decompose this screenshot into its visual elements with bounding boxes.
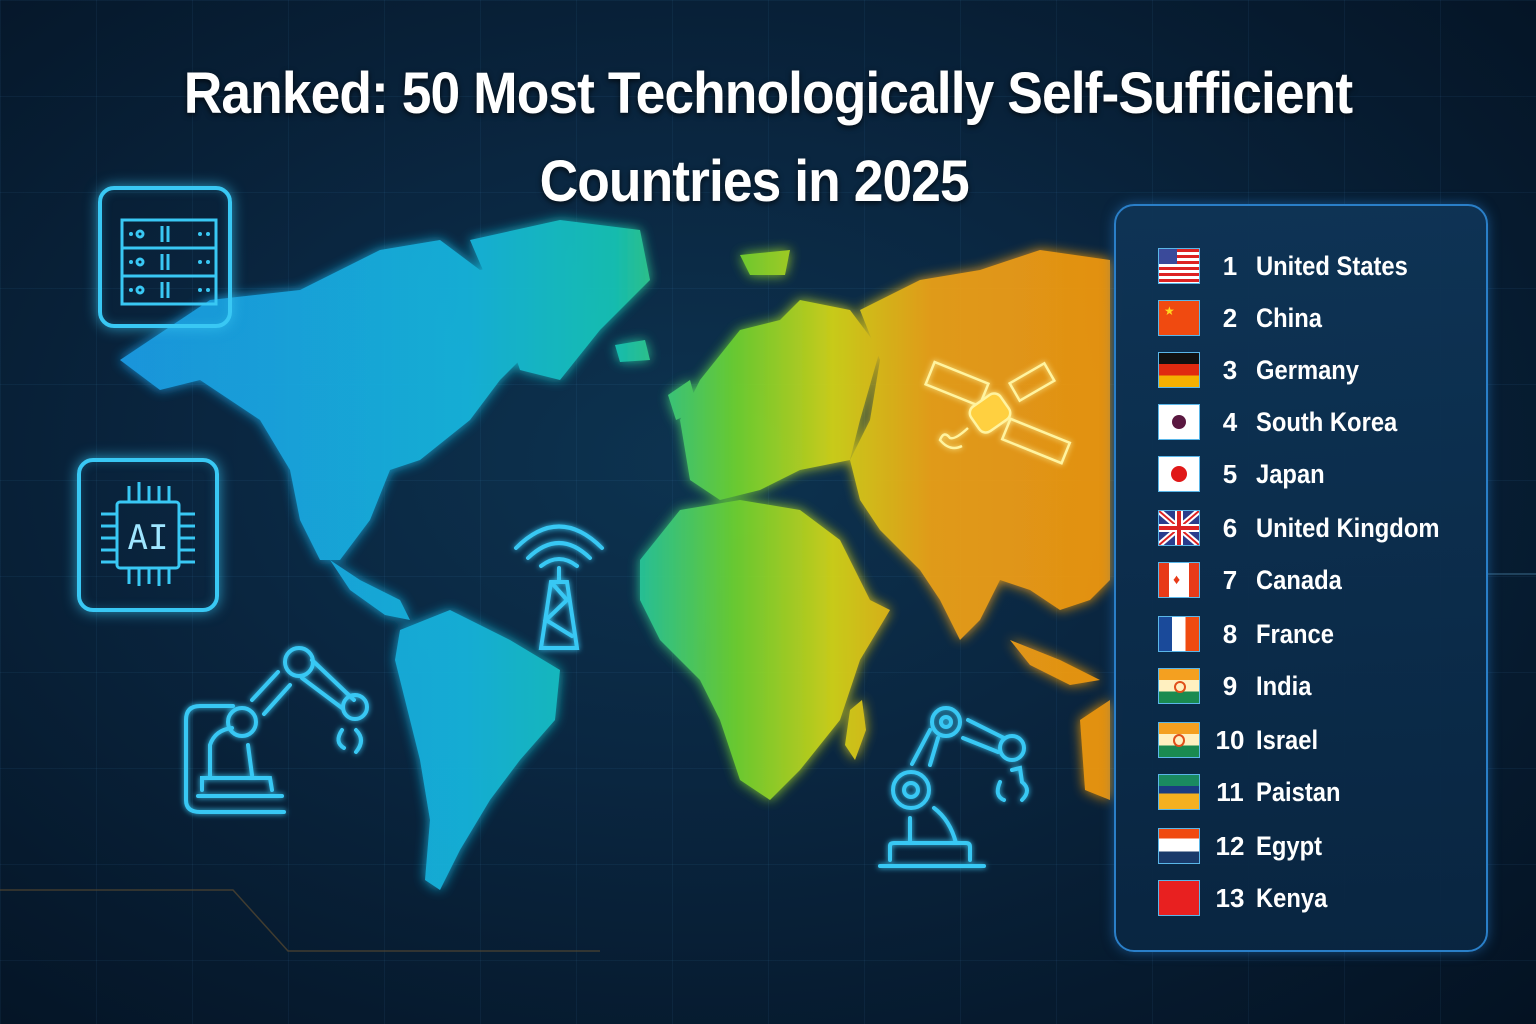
country-name: China (1256, 302, 1323, 333)
europe (680, 300, 880, 500)
flag-fr-icon (1158, 616, 1200, 652)
ranking-row: 10 Israel (1158, 720, 1327, 760)
country-name: India (1256, 670, 1312, 701)
rank-number: 9 (1222, 670, 1238, 701)
country-name: Canada (1256, 564, 1342, 595)
flag-ca-icon: ♦ (1158, 562, 1200, 598)
ranking-row: ♦ 7 Canada (1158, 560, 1354, 600)
flag-in-icon (1158, 668, 1200, 704)
page-title: Ranked: 50 Most Technologically Self-Suf… (61, 62, 1474, 214)
server-rack-icon-box (98, 186, 232, 328)
flag-il-icon (1158, 722, 1200, 758)
country-name: Israel (1256, 724, 1319, 755)
ranking-row: 6 United Kingdom (1158, 508, 1464, 548)
flag-cn-icon: ★ (1158, 300, 1200, 336)
asia (850, 250, 1110, 640)
north-america (120, 240, 560, 560)
rank-number: 6 (1222, 512, 1238, 543)
central-america (330, 560, 410, 620)
flag-pk-icon (1158, 774, 1200, 810)
greenland (470, 220, 650, 380)
ranking-row: 13 Kenya (1158, 878, 1337, 918)
ranking-row: 4 South Korea (1158, 402, 1417, 442)
ranking-row: 8 France (1158, 614, 1345, 654)
rank-number: 1 (1222, 250, 1238, 281)
country-name: Germany (1256, 354, 1360, 385)
satellite-icon (923, 360, 1072, 465)
country-name: United Kingdom (1256, 512, 1440, 543)
svg-text:AI: AI (128, 518, 169, 558)
rank-number: 7 (1222, 564, 1238, 595)
title-line-2: Countries in 2025 (539, 149, 970, 214)
rank-number: 3 (1222, 354, 1238, 385)
indonesia (1010, 640, 1100, 685)
rank-number: 8 (1222, 618, 1238, 649)
ranking-row: 5 Japan (1158, 454, 1334, 494)
australia (1080, 700, 1110, 800)
country-name: Egypt (1256, 830, 1323, 861)
flag-de-icon (1158, 352, 1200, 388)
ranking-row: 1 United States (1158, 246, 1429, 286)
radio-tower-icon (514, 524, 604, 650)
flag-us-icon (1158, 248, 1200, 284)
country-name: United States (1256, 250, 1408, 281)
rank-number: 13 (1215, 882, 1245, 913)
ranking-row: 11 Paistan (1158, 772, 1352, 812)
iceland (615, 340, 650, 362)
ai-chip-icon: AI (101, 482, 195, 586)
title-line-1: Ranked: 50 Most Technologically Self-Suf… (183, 61, 1353, 126)
africa (640, 500, 890, 800)
flag-ke-icon (1158, 880, 1200, 916)
madagascar (845, 700, 866, 760)
circuit-line (0, 889, 600, 952)
robotic-arm-icon (184, 646, 369, 814)
rank-number: 12 (1215, 830, 1245, 861)
uk (668, 380, 698, 420)
server-rack-icon (120, 218, 218, 306)
robotic-arm-icon (878, 706, 1029, 868)
country-name: Kenya (1256, 882, 1328, 913)
flag-gb-icon (1158, 510, 1200, 546)
rank-number: 5 (1222, 458, 1238, 489)
arctic-islands (740, 250, 790, 275)
country-name: South Korea (1256, 406, 1398, 437)
country-name: France (1256, 618, 1334, 649)
ranking-row: 3 Germany (1158, 350, 1373, 390)
ai-chip-icon-box: AI (77, 458, 219, 612)
ranking-row: ★ 2 China (1158, 298, 1331, 338)
ranking-panel: 1 United States ★ 2 China 3 Germany 4 So… (1114, 204, 1488, 952)
south-america (395, 610, 560, 890)
flag-jp-icon (1158, 456, 1200, 492)
rank-number: 10 (1215, 724, 1245, 755)
flag-eg-icon (1158, 828, 1200, 864)
ranking-row: 9 India (1158, 666, 1319, 706)
flag-kr-icon (1158, 404, 1200, 440)
ranking-row: 12 Egypt (1158, 826, 1331, 866)
country-name: Paistan (1256, 776, 1341, 807)
rank-number: 2 (1222, 302, 1238, 333)
rank-number: 4 (1222, 406, 1238, 437)
country-name: Japan (1256, 458, 1325, 489)
rank-number: 11 (1216, 776, 1244, 807)
